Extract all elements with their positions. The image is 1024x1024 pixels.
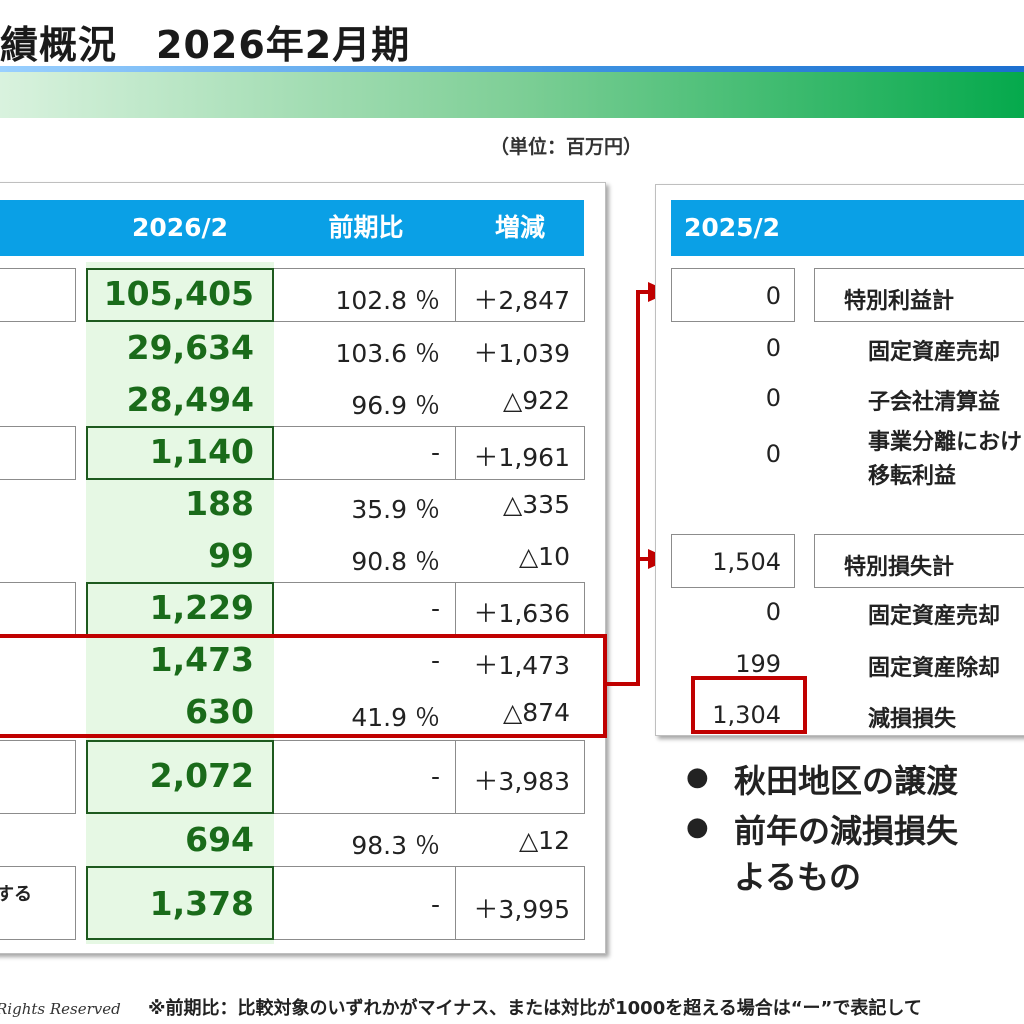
diff-cell: △922 — [503, 386, 570, 415]
header-previous-period: 2025/2 — [683, 213, 781, 242]
ratio-cell: 90.8 ％ — [351, 547, 440, 576]
special-gain-total-label: 特別利益計 — [844, 289, 955, 314]
item-label: 固定資産除却 — [868, 656, 1001, 681]
impairment-highlight — [691, 676, 807, 734]
prev-value: 0 — [765, 334, 781, 362]
ratio-cell: - — [430, 594, 440, 623]
bullet-icon: ● — [686, 762, 709, 792]
ratio-cell: - — [430, 438, 440, 467]
row-label-box — [0, 426, 76, 480]
current-period-column — [86, 262, 274, 944]
diff-cell: △12 — [518, 826, 570, 855]
item-label: 子会社清算益 — [868, 390, 1001, 415]
item-label: 移転利益 — [868, 464, 957, 489]
bullet-icon: ● — [686, 812, 709, 842]
value-cell: 1,378 — [149, 884, 254, 923]
value-highlight-box — [86, 740, 274, 814]
ratio-cell: - — [430, 890, 440, 919]
prev-value: 1,504 — [712, 548, 781, 576]
item-label: 固定資産売却 — [868, 604, 1001, 629]
value-cell: 2,072 — [149, 756, 254, 795]
page-title: 績概況 2026年2月期 — [0, 23, 411, 67]
ratio-cell: - — [430, 762, 440, 791]
connector-line — [636, 557, 652, 561]
right-table-header — [671, 200, 1024, 256]
diff-cell: ＋2,847 — [473, 286, 570, 315]
connector-line — [636, 290, 652, 294]
diff-box — [455, 426, 585, 480]
value-cell: 1,473 — [149, 640, 254, 679]
diff-cell: ＋1,473 — [473, 651, 570, 680]
header-yoy-ratio: 前期比 — [328, 213, 404, 242]
row-label-partial: する — [0, 884, 32, 905]
ratio-cell: 102.8 ％ — [335, 286, 440, 315]
value-cell: 188 — [185, 484, 254, 523]
ratio-cell: 35.9 ％ — [351, 495, 440, 524]
prev-value: 0 — [765, 384, 781, 412]
item-label: 事業分離におけ — [868, 430, 1023, 455]
right-table-panel — [655, 184, 1024, 736]
value-highlight-box — [86, 426, 274, 480]
prev-value: 199 — [735, 650, 781, 678]
header-change: 増減 — [494, 213, 545, 242]
value-cell: 28,494 — [126, 380, 254, 419]
prev-value: 0 — [765, 598, 781, 626]
bullet-text: 秋田地区の譲渡 — [734, 762, 959, 800]
ratio-cell: 41.9 ％ — [351, 703, 440, 732]
prev-value: 0 — [765, 282, 781, 310]
ratio-cell: 103.6 ％ — [335, 339, 440, 368]
value-cell: 694 — [185, 820, 254, 859]
item-label: 減損損失 — [868, 707, 957, 732]
value-cell: 630 — [185, 692, 254, 731]
value-box — [671, 534, 795, 588]
ratio-cell: - — [430, 646, 440, 675]
connector-line — [636, 290, 640, 686]
value-box — [671, 268, 795, 322]
value-cell: 105,405 — [103, 274, 254, 313]
value-cell: 1,140 — [149, 432, 254, 471]
value-highlight-box — [86, 866, 274, 940]
value-cell: 1,229 — [149, 588, 254, 627]
left-table-header — [0, 200, 584, 256]
bullet-text: 前年の減損損失 — [734, 812, 959, 850]
title-underline — [0, 66, 1024, 72]
diff-cell: △335 — [503, 490, 570, 519]
prev-value: 1,304 — [712, 701, 781, 729]
diff-box — [455, 866, 585, 940]
diff-box — [455, 740, 585, 814]
label-box — [814, 268, 1024, 322]
footnote: ※前期比：比較対象のいずれかがマイナス、または対比が1000を超える場合は“ー”… — [148, 998, 922, 1019]
diff-cell: △874 — [503, 698, 570, 727]
unit-label: （単位：百万円） — [490, 136, 643, 158]
extraordinary-items-highlight — [0, 634, 607, 738]
diff-cell: △10 — [518, 542, 570, 571]
prev-value: 0 — [765, 440, 781, 468]
row-label-box — [0, 866, 76, 940]
diff-cell: ＋1,039 — [473, 339, 570, 368]
diff-cell: ＋1,961 — [473, 443, 570, 472]
title-gradient-band — [0, 72, 1024, 118]
diff-cell: ＋3,995 — [473, 895, 570, 924]
diff-cell: ＋1,636 — [473, 599, 570, 628]
row-label-box — [0, 740, 76, 814]
ratio-cell: 98.3 ％ — [351, 831, 440, 860]
row-label-box — [0, 582, 76, 636]
value-highlight-box — [86, 268, 274, 322]
connector-line — [605, 682, 639, 686]
value-cell: 29,634 — [126, 328, 254, 367]
header-current-period: 2026/2 — [131, 213, 229, 242]
row-label-box — [0, 268, 76, 322]
special-loss-total-label: 特別損失計 — [844, 555, 955, 580]
item-label: 固定資産売却 — [868, 340, 1001, 365]
label-box — [814, 534, 1024, 588]
diff-box — [455, 268, 585, 322]
diff-cell: ＋3,983 — [473, 767, 570, 796]
copyright-text: Rights Reserved — [0, 1000, 121, 1018]
value-cell: 99 — [208, 536, 254, 575]
ratio-cell: 96.9 ％ — [351, 391, 440, 420]
bullet-text-continued: よるもの — [734, 858, 862, 896]
